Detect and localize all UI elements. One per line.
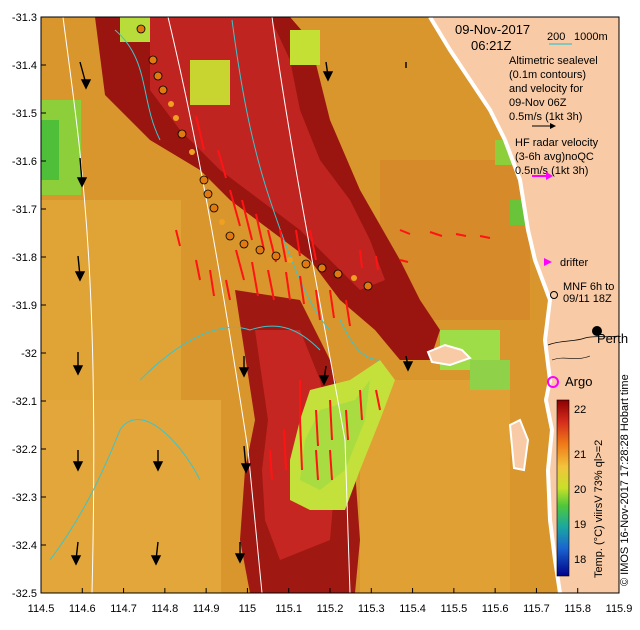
sst-field <box>41 17 619 593</box>
drifter-label: drifter <box>560 257 588 269</box>
isobath-1000m <box>62 16 351 594</box>
mnf-marker <box>550 291 558 299</box>
altimetry-label-3: and velocity for <box>509 83 583 95</box>
y-axis: -31.3 -31.4 -31.5 -31.6 -31.7 -31.8 -31.9 -32 -3… <box>12 12 46 600</box>
x-tick-label: 115.1 <box>275 603 302 615</box>
x-tick-label: 115.5 <box>440 603 467 615</box>
x-tick-label: 115.3 <box>358 603 385 615</box>
mnf-label-1: MNF 6h to <box>563 281 614 293</box>
x-tick-label: 114.9 <box>193 603 220 615</box>
x-tick-label: 115.9 <box>606 603 633 615</box>
colorbar-tick-21: 21 <box>574 449 586 461</box>
argo-marker <box>547 376 559 388</box>
x-tick-label: 115.7 <box>523 603 550 615</box>
hf-label-1: HF radar velocity <box>515 137 599 149</box>
y-tick-label: -31.7 <box>12 204 37 216</box>
colorbar-title: Temp. (°C) viirsV 73% ql>=2 <box>593 440 605 578</box>
y-tick-label: -32.5 <box>12 588 37 600</box>
isobath-200m <box>49 19 381 561</box>
hf-radar-arrows <box>175 115 491 481</box>
colorbar-tick-22: 22 <box>574 404 586 416</box>
perth-marker <box>592 326 602 336</box>
y-tick-label: -32 <box>21 348 37 360</box>
perth-label: Perth <box>597 331 628 346</box>
x-tick-label: 115.2 <box>317 603 344 615</box>
colorbar <box>556 399 570 577</box>
drifter-track <box>136 24 373 291</box>
altimetry-label-5: 0.5m/s (1kt 3h) <box>509 111 582 123</box>
argo-label: Argo <box>565 374 592 389</box>
altimetry-arrows <box>70 61 414 566</box>
x-tick-label: 115.4 <box>399 603 426 615</box>
date-label: 09-Nov-2017 <box>455 22 530 37</box>
y-tick-label: -31.5 <box>12 108 37 120</box>
x-tick-label: 115 <box>239 603 257 615</box>
x-tick-label: 115.6 <box>482 603 509 615</box>
credit-label: © IMOS 16-Nov-2017 17:28:28 Hobart time <box>619 374 631 586</box>
y-tick-label: -31.4 <box>12 60 37 72</box>
y-tick-label: -32.3 <box>12 492 37 504</box>
x-tick-label: 114.8 <box>151 603 178 615</box>
y-tick-label: -32.4 <box>12 540 37 552</box>
y-tick-label: -31.3 <box>12 12 37 24</box>
altimetry-label-1: Altimetric sealevel <box>509 55 598 67</box>
y-tick-label: -32.1 <box>12 396 37 408</box>
iso-label-1000: 1000m <box>574 31 608 43</box>
y-tick-label: -31.9 <box>12 300 37 312</box>
time-label: 06:21Z <box>471 38 512 53</box>
y-tick-label: -32.2 <box>12 444 37 456</box>
altimetry-label-2: (0.1m contours) <box>509 69 586 81</box>
colorbar-tick-18: 18 <box>574 554 586 566</box>
y-tick-label: -31.6 <box>12 156 37 168</box>
iso-label-200: 200 <box>547 31 565 43</box>
y-tick-label: -31.8 <box>12 252 37 264</box>
drifter-legend-marker <box>544 258 552 266</box>
x-tick-label: 114.7 <box>110 603 137 615</box>
x-axis: 114.5 114.6 114.7 114.8 114.9 115 115.1 115.2 11… <box>28 588 633 615</box>
x-tick-label: 115.8 <box>564 603 591 615</box>
colorbar-tick-19: 19 <box>574 519 586 531</box>
land-mass <box>430 17 619 593</box>
colorbar-tick-20: 20 <box>574 484 586 496</box>
hf-label-2: (3-6h avg)noQC <box>515 151 594 163</box>
x-tick-label: 114.5 <box>28 603 55 615</box>
x-tick-label: 114.6 <box>69 603 96 615</box>
altimetry-label-4: 09-Nov 06Z <box>509 97 567 109</box>
mnf-label-2: 09/11 18Z <box>563 293 612 305</box>
hf-label-3: 0.5m/s (1kt 3h) <box>515 165 588 177</box>
